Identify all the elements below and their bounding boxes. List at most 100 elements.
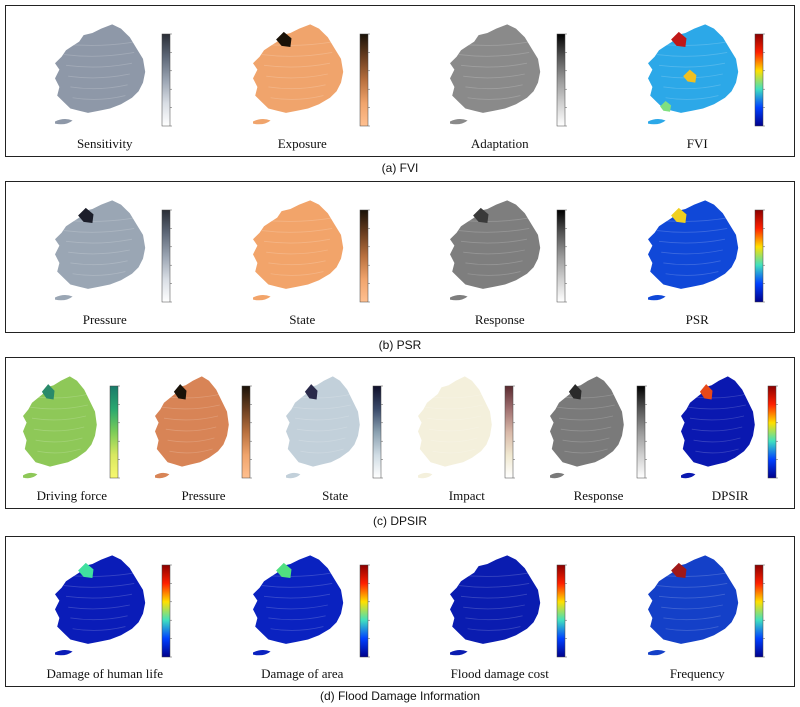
- map-label: Exposure: [277, 136, 327, 151]
- district-boundary: [690, 415, 745, 421]
- island-region: [418, 472, 433, 479]
- district-boundary: [265, 73, 328, 79]
- district-boundary: [261, 227, 332, 233]
- district-boundary: [63, 227, 135, 233]
- map-label: Damage of area: [261, 666, 344, 681]
- peninsula-region: [55, 24, 146, 113]
- map-label: Driving force: [36, 488, 108, 503]
- district-boundary: [460, 62, 528, 68]
- map-cell: Damage of area: [204, 537, 402, 688]
- district-boundary: [63, 51, 135, 57]
- district-boundary: [70, 260, 128, 266]
- district-boundary: [61, 217, 137, 222]
- highlighted-district: [670, 562, 686, 578]
- choropleth-map: [681, 376, 779, 479]
- district-boundary: [30, 404, 88, 410]
- district-boundary: [558, 415, 613, 421]
- district-boundary: [263, 238, 330, 244]
- district-boundary: [293, 404, 352, 410]
- island-region: [681, 472, 696, 479]
- map-cell: Flood damage cost: [401, 537, 599, 688]
- district-boundary: [68, 73, 130, 79]
- island-region: [647, 650, 666, 656]
- peninsula-region: [252, 200, 343, 289]
- map-label: DPSIR: [711, 488, 749, 503]
- district-boundary: [456, 572, 532, 577]
- map-label: Pressure: [82, 312, 127, 327]
- peninsula-region: [286, 376, 361, 467]
- panel-1: Sensitivity Exposure Adaptation FVI: [5, 5, 795, 157]
- district-boundary: [560, 426, 611, 432]
- district-boundary: [160, 393, 222, 399]
- district-boundary: [428, 426, 480, 432]
- district-boundary: [656, 582, 727, 588]
- island-region: [252, 119, 271, 125]
- map-cell: Impact: [401, 358, 533, 510]
- district-boundary: [688, 404, 747, 410]
- district-boundary: [432, 448, 476, 454]
- island-region: [549, 472, 565, 479]
- district-boundary: [28, 393, 90, 399]
- district-boundary: [654, 217, 729, 222]
- panel-caption: (a) FVI: [381, 161, 419, 175]
- district-boundary: [654, 41, 729, 46]
- district-boundary: [270, 626, 324, 631]
- district-boundary: [35, 437, 83, 443]
- choropleth-map: [154, 376, 252, 479]
- peninsula-region: [23, 376, 97, 467]
- choropleth-map: [252, 555, 370, 658]
- district-boundary: [291, 393, 353, 399]
- district-boundary: [665, 95, 719, 100]
- district-boundary: [297, 426, 348, 432]
- district-boundary: [695, 448, 740, 454]
- district-boundary: [72, 271, 126, 276]
- district-boundary: [465, 84, 523, 90]
- highlighted-district: [473, 207, 489, 223]
- map-cell: DPSIR: [664, 358, 796, 510]
- choropleth-map: [252, 200, 370, 303]
- district-boundary: [456, 41, 532, 46]
- highlighted-district: [305, 384, 318, 400]
- district-boundary: [61, 572, 137, 577]
- island-region: [55, 650, 73, 656]
- district-boundary: [563, 448, 608, 454]
- map-cell: Adaptation: [401, 6, 599, 158]
- district-boundary: [165, 426, 216, 432]
- map-label: Sensitivity: [76, 136, 133, 151]
- district-boundary: [65, 238, 133, 244]
- district-boundary: [265, 249, 328, 255]
- colorbar: [636, 385, 645, 479]
- map-cell: Pressure: [6, 182, 204, 334]
- district-boundary: [662, 84, 721, 90]
- highlighted-district: [173, 384, 187, 400]
- highlighted-district: [275, 31, 291, 47]
- colorbar: [556, 564, 566, 658]
- map-label: Impact: [448, 488, 485, 503]
- map-label: FVI: [686, 136, 708, 151]
- colorbar: [754, 33, 763, 127]
- district-boundary: [61, 41, 137, 46]
- map-label: State: [289, 312, 316, 327]
- district-boundary: [460, 593, 528, 599]
- district-boundary: [265, 604, 328, 610]
- map-label: Flood damage cost: [450, 666, 549, 681]
- choropleth-map: [647, 24, 765, 127]
- colorbar: [754, 564, 763, 658]
- peninsula-region: [252, 555, 343, 644]
- panel-3: Driving force Pressure State Impact Response…: [5, 357, 795, 509]
- island-region: [154, 472, 170, 479]
- choropleth-map: [55, 24, 172, 127]
- district-boundary: [463, 604, 525, 610]
- map-cell: Pressure: [138, 358, 270, 510]
- island-region: [647, 119, 666, 125]
- district-boundary: [426, 415, 482, 421]
- district-boundary: [37, 448, 81, 454]
- colorbar: [359, 564, 368, 658]
- district-boundary: [72, 95, 126, 100]
- island-region: [450, 650, 468, 656]
- choropleth-map: [450, 555, 567, 658]
- panel-4: Damage of human life Damage of area Flood …: [5, 536, 795, 687]
- map-cell: Driving force: [6, 358, 138, 510]
- district-boundary: [68, 249, 130, 255]
- choropleth-map: [450, 200, 567, 303]
